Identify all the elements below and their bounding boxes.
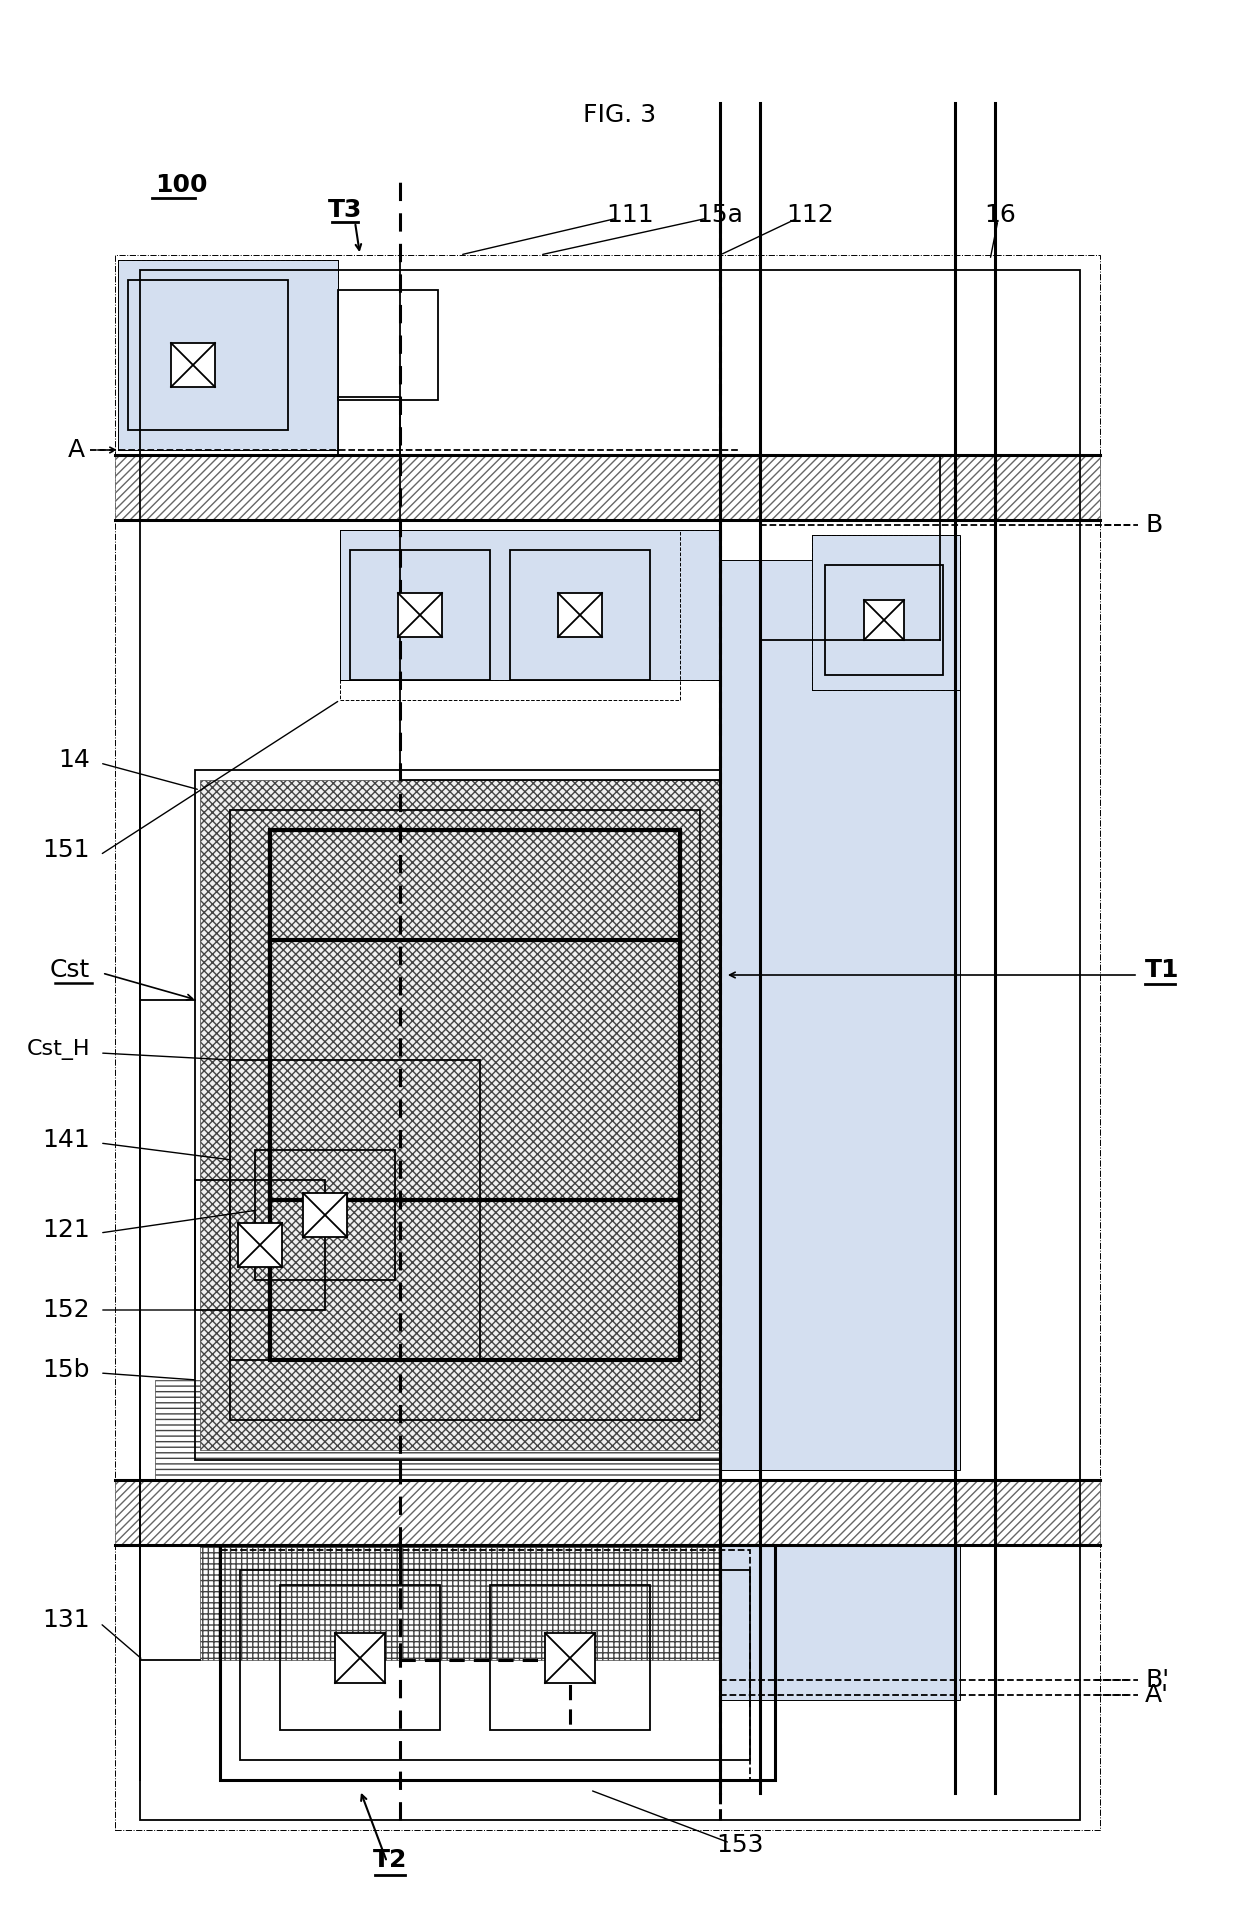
Text: 15b: 15b — [42, 1358, 91, 1383]
Bar — [510, 550, 650, 681]
Text: 14: 14 — [58, 748, 91, 771]
Bar — [255, 1150, 396, 1281]
Bar — [238, 1223, 281, 1267]
Bar — [812, 535, 960, 690]
Bar — [171, 342, 215, 387]
Bar — [340, 531, 720, 681]
Text: 131: 131 — [42, 1608, 91, 1633]
Bar — [219, 1544, 775, 1781]
Bar — [280, 1585, 440, 1731]
Bar — [864, 600, 904, 640]
Bar — [398, 592, 441, 637]
Bar — [546, 1633, 595, 1683]
Bar — [219, 1550, 750, 1781]
Bar — [115, 456, 1100, 519]
Bar — [720, 1544, 960, 1700]
Bar — [241, 1569, 750, 1760]
Text: 100: 100 — [155, 173, 207, 196]
Text: Cst_H: Cst_H — [26, 1040, 91, 1060]
Bar — [340, 531, 680, 700]
Text: 151: 151 — [42, 838, 91, 862]
Bar — [200, 781, 720, 1450]
Bar — [140, 269, 1080, 1819]
Bar — [490, 1585, 650, 1731]
Text: FIG. 3: FIG. 3 — [584, 104, 656, 127]
Bar — [303, 1192, 347, 1236]
Text: T1: T1 — [1145, 958, 1179, 983]
Text: 15a: 15a — [697, 204, 744, 227]
Bar — [229, 1060, 480, 1360]
Bar — [825, 565, 942, 675]
Bar — [340, 531, 720, 681]
Bar — [118, 260, 339, 450]
Bar — [115, 256, 1100, 1831]
Bar — [128, 281, 288, 431]
Bar — [229, 810, 701, 1419]
Bar — [200, 1490, 720, 1660]
Bar — [115, 1481, 1100, 1544]
Text: 111: 111 — [606, 204, 653, 227]
Bar — [195, 1181, 325, 1310]
Bar — [720, 560, 960, 1469]
Text: 153: 153 — [717, 1833, 764, 1858]
Bar — [155, 1381, 720, 1481]
Bar — [339, 290, 438, 400]
Text: 121: 121 — [42, 1217, 91, 1242]
Text: 16: 16 — [985, 204, 1016, 227]
Bar — [270, 831, 680, 1360]
Text: 112: 112 — [786, 204, 833, 227]
Text: T2: T2 — [373, 1848, 407, 1871]
Text: A': A' — [1145, 1683, 1169, 1708]
Bar — [118, 260, 339, 450]
Text: Cst: Cst — [50, 958, 91, 983]
Text: B': B' — [1145, 1667, 1169, 1692]
Text: B: B — [1145, 513, 1162, 537]
Text: 141: 141 — [42, 1129, 91, 1152]
Bar — [195, 769, 720, 1460]
Bar — [335, 1633, 384, 1683]
Text: A: A — [68, 438, 86, 462]
Text: 152: 152 — [42, 1298, 91, 1321]
Text: T3: T3 — [327, 198, 362, 221]
Bar — [558, 592, 601, 637]
Bar — [350, 550, 490, 681]
Bar — [812, 535, 960, 690]
